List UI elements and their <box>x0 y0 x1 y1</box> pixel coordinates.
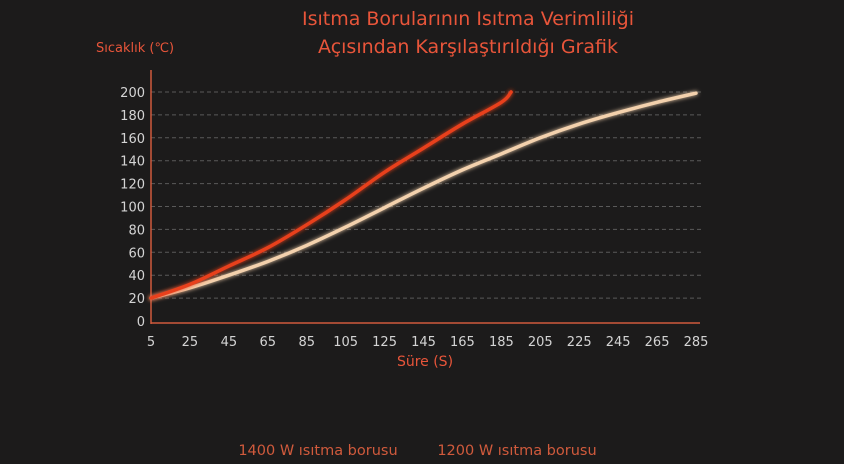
axes <box>150 70 700 324</box>
x-tick-label: 125 <box>372 335 397 350</box>
x-tick-label: 145 <box>411 335 436 350</box>
legend: 1400 W ısıtma borusu 1200 W ısıtma borusu <box>238 419 597 459</box>
x-tick-label: 265 <box>645 335 670 350</box>
legend-label: 1400 W ısıtma borusu <box>238 443 397 459</box>
chart-title-line-2: Açısından Karşılaştırıldığı Grafik <box>318 36 618 58</box>
x-tick-labels: 5 25 45 65 85 105 125 145 165 185 205 225 245 265 285 <box>147 335 709 350</box>
y-tick-labels: 0 20 40 60 80 100 120 140 160 180 200 <box>120 86 145 330</box>
y-tick-label: 40 <box>128 269 145 284</box>
legend-label: 1200 W ısıtma borusu <box>437 443 596 459</box>
x-tick-label: 245 <box>606 335 631 350</box>
x-tick-label: 165 <box>450 335 475 350</box>
chart-title: Isıtma Borularının Isıtma Verimliliği Aç… <box>302 8 634 58</box>
x-tick-label: 65 <box>260 335 277 350</box>
x-tick-label: 205 <box>528 335 553 350</box>
y-tick-label: 80 <box>128 223 145 238</box>
y-tick-label: 140 <box>120 155 145 170</box>
y-tick-label: 180 <box>120 109 145 124</box>
chart-title-line-1: Isıtma Borularının Isıtma Verimliliği <box>302 8 634 30</box>
series-line-1200w <box>149 91 698 300</box>
x-tick-label: 45 <box>221 335 238 350</box>
x-tick-label: 105 <box>333 335 358 350</box>
grid-lines <box>151 91 702 299</box>
x-tick-label: 285 <box>684 335 709 350</box>
series-lines <box>149 90 698 300</box>
series-line-1400w <box>149 90 513 300</box>
x-tick-label: 5 <box>147 335 155 350</box>
x-tick-label: 185 <box>489 335 514 350</box>
x-tick-label: 225 <box>567 335 592 350</box>
x-axis-label: Süre (S) <box>397 354 453 370</box>
y-tick-label: 160 <box>120 132 145 147</box>
y-tick-label: 20 <box>128 292 145 307</box>
y-tick-label: 120 <box>120 178 145 193</box>
y-tick-label: 0 <box>137 315 145 330</box>
x-tick-label: 25 <box>182 335 199 350</box>
y-tick-label: 60 <box>128 246 145 261</box>
y-tick-label: 100 <box>120 201 145 216</box>
y-axis-label: Sıcaklık (℃) <box>96 41 174 56</box>
x-tick-label: 85 <box>298 335 315 350</box>
y-tick-label: 200 <box>120 86 145 101</box>
